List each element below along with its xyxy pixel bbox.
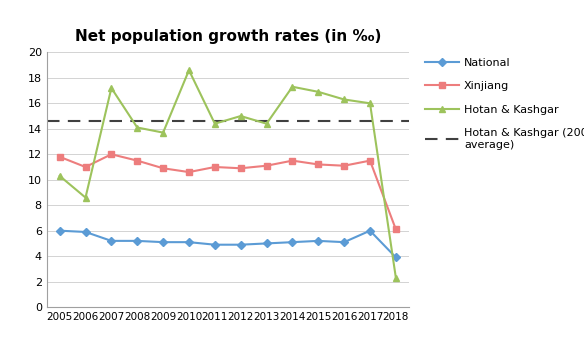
Title: Net population growth rates (in ‰): Net population growth rates (in ‰) bbox=[75, 29, 381, 44]
Legend: National, Xinjiang, Hotan & Kashgar, Hotan & Kashgar (2005-16
average): National, Xinjiang, Hotan & Kashgar, Hot… bbox=[425, 58, 584, 149]
